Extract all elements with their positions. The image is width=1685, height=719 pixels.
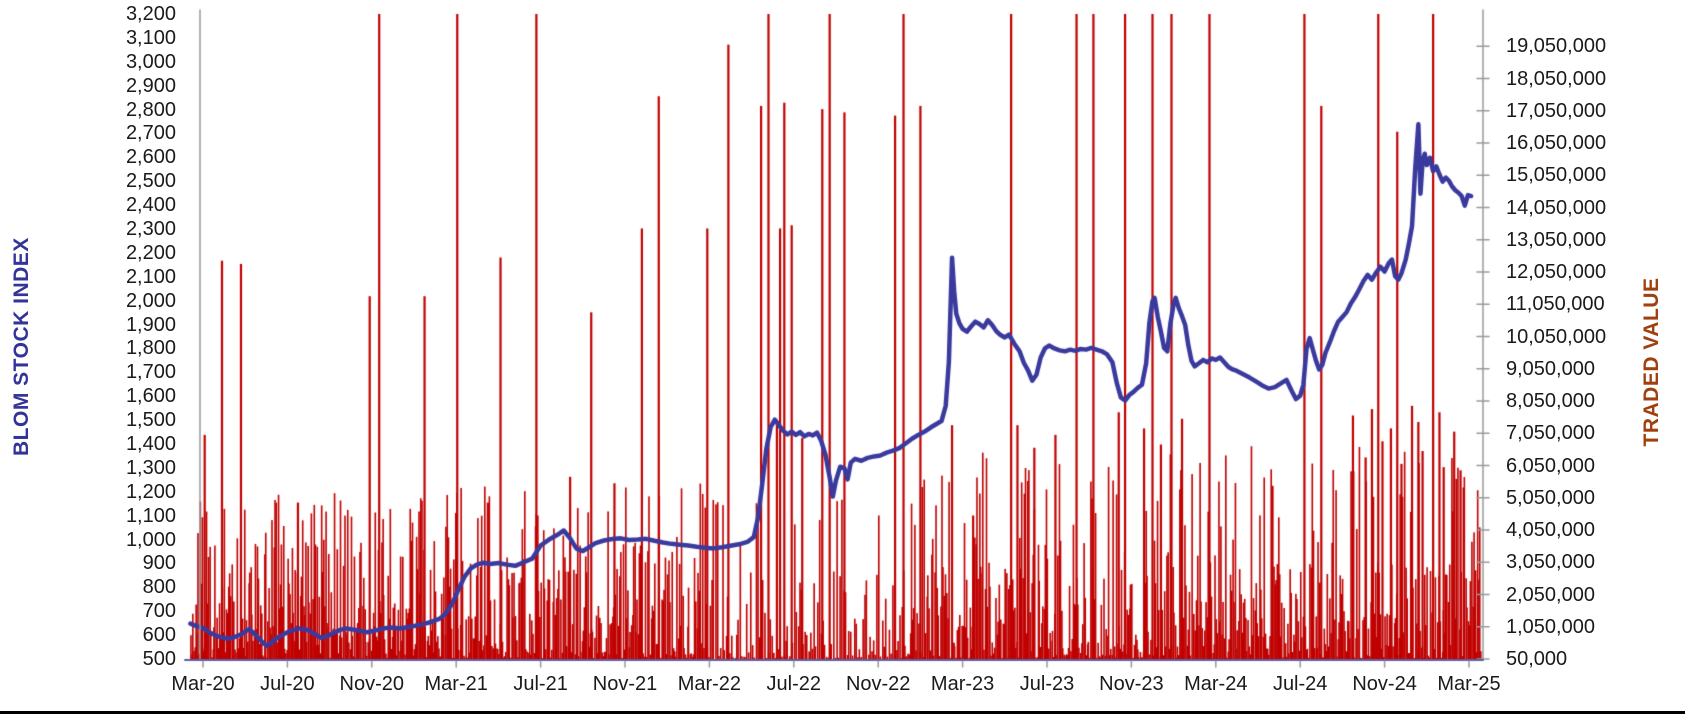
x-axis-tick-label: Jul-20	[260, 673, 315, 695]
left-axis-tick-label: 1,800	[125, 337, 176, 360]
left-axis-tick-label: 500	[142, 648, 176, 670]
left-axis-tick-label: 2,400	[125, 194, 176, 217]
right-axis-title: TRADED VALUE	[1640, 277, 1663, 447]
left-axis-tick-label: 800	[142, 576, 176, 599]
left-axis-tick-label: 3,100	[125, 26, 176, 49]
right-axis-tick-label: 19,050,000	[1506, 35, 1607, 58]
x-axis-tick-label: Jul-23	[1019, 673, 1075, 695]
x-axis-tick-label: Nov-23	[1099, 673, 1164, 695]
x-axis-tick-label: Mar-20	[171, 673, 235, 695]
right-axis-tick-label: 12,050,000	[1506, 261, 1607, 283]
x-axis-tick-label: Mar-24	[1184, 673, 1248, 695]
bottom-border-line	[0, 711, 1685, 714]
x-axis-tick-label: Mar-23	[930, 673, 995, 695]
left-axis-tick-label: 1,700	[125, 361, 176, 384]
right-axis-tick-label: 8,050,000	[1506, 390, 1595, 412]
x-axis-tick-label: Nov-21	[592, 673, 658, 695]
right-axis-tick-label: 10,050,000	[1506, 325, 1607, 348]
left-axis-tick-label: 1,200	[125, 480, 176, 503]
left-axis-tick-label: 2,700	[125, 122, 176, 145]
left-axis-tick-label: 600	[142, 624, 176, 647]
left-axis-tick-label: 1,400	[125, 433, 176, 455]
right-axis-tick-label: 5,050,000	[1506, 486, 1595, 509]
left-axis-tick-label: 1,900	[125, 313, 176, 336]
left-axis-tick-label: 1,100	[125, 504, 176, 527]
left-axis-tick-label: 1,600	[125, 385, 176, 408]
right-axis-tick-label: 14,050,000	[1506, 196, 1607, 219]
left-axis-tick-label: 700	[142, 600, 176, 623]
left-axis-tick-label: 2,900	[125, 74, 176, 97]
left-axis-tick-label: 2,000	[125, 289, 176, 312]
x-axis-tick-label: Mar-21	[424, 673, 488, 695]
left-axis-tick-label: 900	[142, 552, 176, 575]
x-axis-tick-label: Jul-21	[513, 673, 568, 695]
right-axis-tick-label: 9,050,000	[1506, 357, 1595, 380]
right-axis-tick-label: 17,050,000	[1506, 99, 1607, 122]
x-axis-tick-label: Nov-24	[1352, 673, 1417, 695]
right-axis-tick-label: 11,050,000	[1506, 293, 1605, 316]
left-axis-title: BLOM STOCK INDEX	[10, 237, 33, 456]
left-axis-tick-label: 2,100	[125, 265, 176, 288]
right-axis-tick-label: 1,050,000	[1506, 615, 1595, 638]
right-axis-tick-label: 13,050,000	[1506, 228, 1607, 251]
left-axis-tick-label: 1,000	[125, 528, 176, 551]
right-axis-tick-label: 7,050,000	[1506, 422, 1595, 445]
left-axis-tick-label: 2,200	[125, 241, 176, 264]
right-axis-tick-label: 16,050,000	[1506, 132, 1607, 154]
left-axis-tick-label: 3,000	[125, 50, 176, 73]
right-axis-tick-label: 3,050,000	[1506, 551, 1595, 574]
right-axis-tick-label: 50,000	[1506, 648, 1568, 670]
right-axis-tick-label: 18,050,000	[1506, 67, 1607, 90]
left-axis-tick-label: 2,800	[125, 98, 176, 121]
left-axis-tick-label: 1,300	[125, 456, 176, 479]
right-axis-tick-label: 4,050,000	[1506, 519, 1595, 541]
x-axis-tick-label: Nov-22	[845, 673, 911, 695]
x-axis-tick-label: Jul-22	[766, 673, 822, 695]
left-axis-tick-label: 2,300	[125, 218, 176, 240]
x-axis-tick-label: Jul-24	[1272, 673, 1328, 695]
x-axis-tick-label: Nov-20	[339, 673, 405, 695]
x-axis-tick-label: Mar-25	[1437, 673, 1501, 695]
left-axis-tick-label: 2,600	[125, 146, 176, 169]
left-axis-tick-label: 1,500	[125, 409, 176, 432]
left-axis-tick-label: 3,200	[125, 3, 176, 25]
right-axis-tick-label: 2,050,000	[1506, 583, 1595, 606]
right-axis-tick-label: 15,050,000	[1506, 164, 1607, 187]
x-axis-tick-label: Mar-22	[677, 673, 742, 695]
right-axis-tick-label: 6,050,000	[1506, 454, 1595, 477]
left-axis-tick-label: 2,500	[125, 170, 176, 193]
